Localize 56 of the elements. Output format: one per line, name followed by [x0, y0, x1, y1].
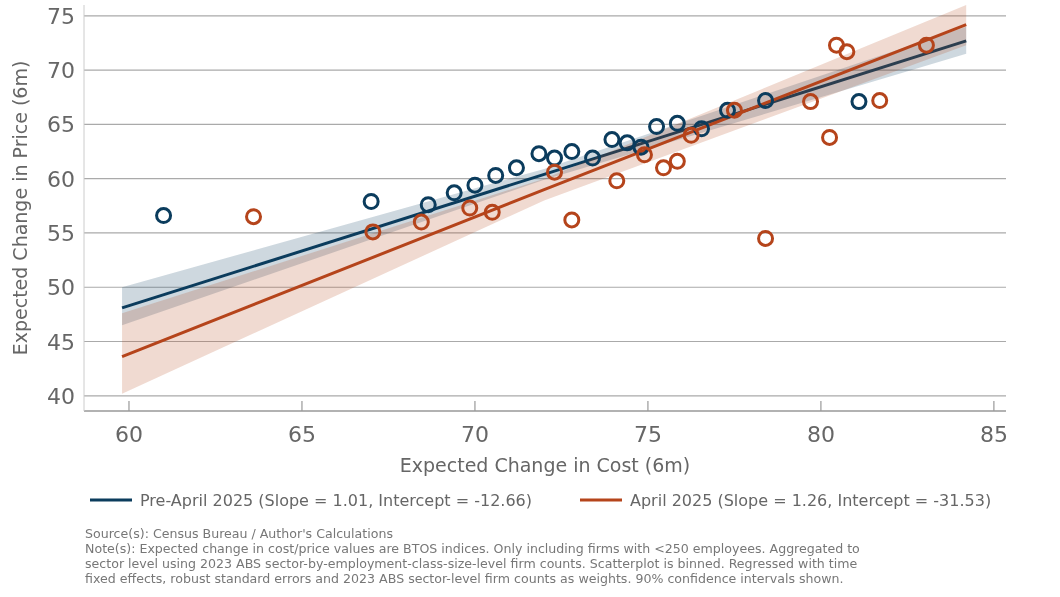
point: [827, 36, 845, 54]
point: [412, 213, 430, 231]
point: [917, 36, 935, 54]
y-tick-label: 60: [47, 166, 75, 192]
point: [838, 43, 856, 61]
legend-label: Pre-April 2025 (Slope = 1.01, Intercept = -12.66): [140, 491, 532, 510]
point: [507, 159, 525, 177]
x-tick-label: 65: [287, 422, 316, 447]
x-tick-label: 85: [979, 422, 1008, 447]
point: [584, 149, 602, 167]
point: [530, 145, 548, 163]
y-tick-label: 65: [47, 112, 75, 138]
point: [155, 207, 173, 225]
point: [362, 192, 380, 210]
point: [546, 163, 564, 181]
point: [618, 134, 636, 152]
y-tick-label: 55: [47, 220, 75, 246]
point: [461, 199, 479, 217]
point: [648, 118, 666, 136]
x-axis-title: Expected Change in Cost (6m): [399, 454, 691, 476]
point: [364, 223, 382, 241]
point: [757, 92, 775, 110]
point: [466, 176, 484, 194]
point: [608, 172, 626, 190]
point: [871, 92, 889, 110]
point: [850, 93, 868, 111]
y-tick-label: 45: [47, 329, 75, 355]
point: [635, 146, 653, 164]
point: [445, 184, 463, 202]
point: [725, 101, 743, 119]
point: [563, 211, 581, 229]
point: [802, 93, 820, 111]
point: [654, 159, 672, 177]
point: [757, 229, 775, 247]
point: [245, 208, 263, 226]
legend-label: April 2025 (Slope = 1.26, Intercept = -31.53): [630, 491, 992, 510]
point: [483, 203, 501, 221]
point: [603, 131, 621, 149]
x-tick-label: 80: [806, 422, 835, 447]
y-axis-title: Expected Change in Price (6m): [9, 60, 31, 356]
y-tick-label: 70: [47, 58, 75, 84]
y-tick-label: 75: [47, 3, 75, 29]
y-tick-label: 40: [47, 383, 75, 409]
point: [563, 143, 581, 161]
x-tick-label: 70: [460, 422, 489, 447]
x-tick-label: 75: [633, 422, 662, 447]
point: [668, 152, 686, 170]
text: Note(s): Expected change in cost/price values are BTOS indices. Only including firms with <250 employees. Aggregated to sector level using 2023 ABS sector-by-employment-class-size-level firm counts. Scatterplot is binned. Regressed with time fixed effects, robust standard errors and 2023 ABS sector-level firm counts as weights. 90% confidence intervals shown.: [85, 541, 861, 586]
point: [487, 166, 505, 184]
source-note: Source(s): Census Bureau / Author's Calculations: [85, 526, 393, 541]
y-tick-label: 50: [47, 275, 75, 301]
point: [682, 126, 700, 144]
point: [821, 128, 839, 146]
point: [419, 196, 437, 214]
x-tick-label: 60: [114, 422, 143, 447]
point: [668, 114, 686, 132]
